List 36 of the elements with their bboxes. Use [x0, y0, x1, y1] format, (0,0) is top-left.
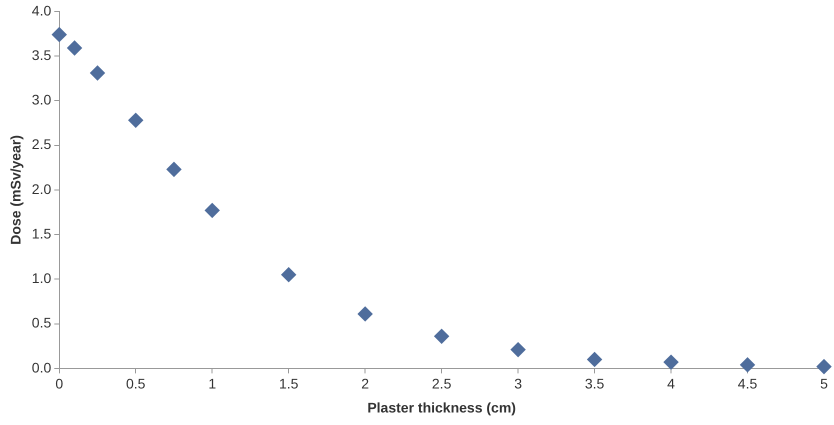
point	[434, 328, 450, 344]
point	[90, 65, 105, 80]
y-tick-label: 1.0	[32, 270, 52, 286]
x-axis-title: Plaster thickness (cm)	[367, 399, 516, 416]
y-tick-label: 2.5	[32, 136, 52, 152]
point	[52, 27, 67, 42]
x-tick-label: 5	[820, 376, 828, 392]
point	[204, 202, 220, 218]
point	[587, 352, 602, 367]
y-tick-label: 0.5	[32, 314, 52, 331]
y-tick-label: 3.5	[32, 46, 52, 63]
y-axis-title: Dose (mSv/year)	[7, 135, 24, 245]
x-tick-label: 0	[55, 376, 64, 392]
y-tick-label: 2.0	[32, 180, 52, 197]
x-tick-label: 4.5	[738, 376, 758, 392]
point	[358, 306, 373, 322]
x-tick-label: 1	[208, 376, 216, 392]
point	[281, 267, 296, 282]
x-tick-label: 0.5	[126, 376, 146, 392]
point	[166, 162, 182, 177]
point	[128, 112, 144, 128]
point	[664, 354, 679, 370]
x-tick-label: 3	[514, 376, 522, 392]
x-tick-label: 1.5	[278, 376, 299, 392]
point	[816, 359, 832, 374]
y-tick-label: 3.0	[32, 92, 52, 108]
point	[67, 40, 82, 56]
x-tick-label: 3.5	[584, 376, 605, 392]
point	[510, 342, 526, 358]
x-tick-label: 2	[361, 376, 370, 392]
y-tick-label: 0.0	[32, 359, 52, 376]
y-tick-label: 4.0	[32, 2, 52, 18]
y-tick-label: 1.5	[32, 225, 52, 242]
x-tick-label: 4	[667, 376, 676, 392]
x-tick-label: 2.5	[432, 376, 452, 392]
point	[740, 357, 756, 372]
